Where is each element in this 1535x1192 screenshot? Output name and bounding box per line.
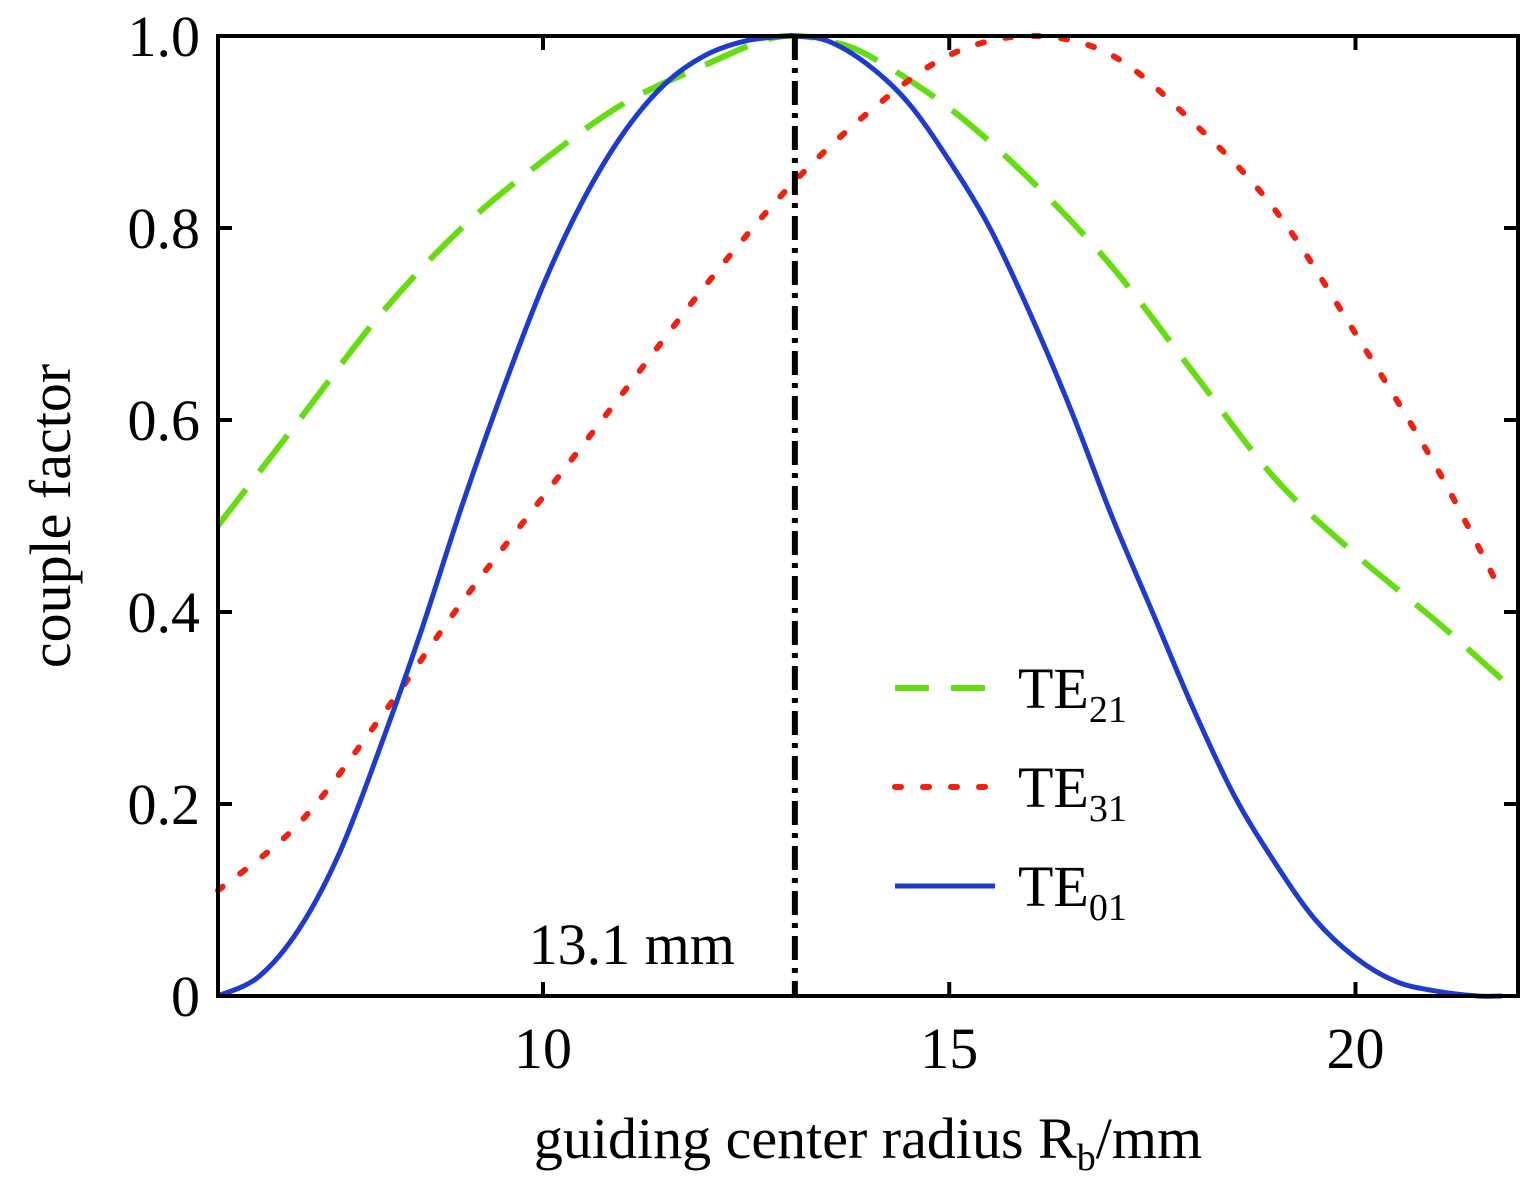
- legend-label-main: TE: [1018, 755, 1089, 820]
- y-axis-title: couple factor: [18, 364, 83, 668]
- legend-label-main: TE: [1018, 656, 1089, 721]
- x-tick-label: 20: [1327, 1016, 1385, 1081]
- y-tick-label: 0.6: [128, 388, 201, 453]
- legend-label-sub: 01: [1089, 887, 1127, 929]
- legend-label-main: TE: [1018, 854, 1089, 919]
- x-axis-title-sub: b: [1077, 1137, 1096, 1179]
- x-axis-title: guiding center radius Rb/mm: [534, 1106, 1202, 1179]
- legend-label-te21: TE21: [1018, 656, 1127, 731]
- y-tick-label: 0: [171, 964, 200, 1029]
- legend-label-sub: 31: [1089, 788, 1127, 830]
- y-tick-label: 0.8: [128, 196, 201, 261]
- series-line-te01: [216, 32, 1502, 999]
- ticks-layer: 10 15 20 0 0.2 0.4 0.6 0.8 1.0: [128, 4, 1518, 1081]
- annotation-label: 13.1 mm: [529, 912, 735, 977]
- plot-frame: [216, 34, 1520, 998]
- series-layer: [215, 32, 1505, 999]
- y-tick-label: 0.2: [128, 772, 201, 837]
- series-line-te21: [215, 32, 1504, 682]
- series-line-te31: [215, 32, 1505, 894]
- y-tick-label: 1.0: [128, 4, 201, 69]
- legend-label-sub: 21: [1089, 689, 1127, 731]
- y-tick-label: 0.4: [128, 580, 201, 645]
- legend-label-te01: TE01: [1018, 854, 1127, 929]
- legend-label-te31: TE31: [1018, 755, 1127, 830]
- x-tick-label: 15: [920, 1016, 978, 1081]
- x-axis-title-unit: /mm: [1096, 1106, 1202, 1171]
- x-axis-title-main: guiding center radius R: [534, 1106, 1077, 1171]
- x-tick-label: 10: [514, 1016, 572, 1081]
